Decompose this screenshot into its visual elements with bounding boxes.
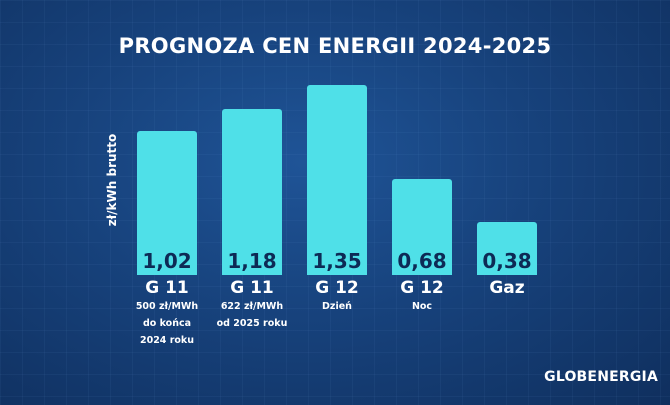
bar-value-label: 0,38 bbox=[482, 249, 532, 273]
chart-title: PROGNOZA CEN ENERGII 2024-2025 bbox=[118, 34, 552, 58]
bar bbox=[222, 108, 282, 275]
bar bbox=[137, 131, 197, 275]
category-label: Gaz bbox=[489, 278, 525, 298]
category-sublabel: 622 zł/MWh od 2025 roku bbox=[216, 301, 288, 329]
category-sublabel: Dzień bbox=[322, 301, 352, 312]
bar-value-label: 1,18 bbox=[227, 249, 277, 273]
bar bbox=[477, 221, 537, 275]
category-sublabel: 500 zł/MWh do końca 2024 roku bbox=[135, 301, 199, 346]
category-label: G 12 bbox=[315, 278, 359, 298]
bar-value-label: 1,02 bbox=[142, 249, 192, 273]
category-sublabel: Noc bbox=[411, 301, 433, 312]
bar bbox=[307, 85, 367, 275]
brand-logo: GLOBENERGIA bbox=[544, 369, 658, 385]
category-label: G 11 bbox=[230, 278, 274, 298]
bar-value-label: 0,68 bbox=[397, 249, 447, 273]
bar-value-label: 1,35 bbox=[312, 249, 362, 273]
bar bbox=[392, 179, 452, 275]
category-label: G 12 bbox=[400, 278, 444, 298]
category-label: G 11 bbox=[145, 278, 189, 298]
